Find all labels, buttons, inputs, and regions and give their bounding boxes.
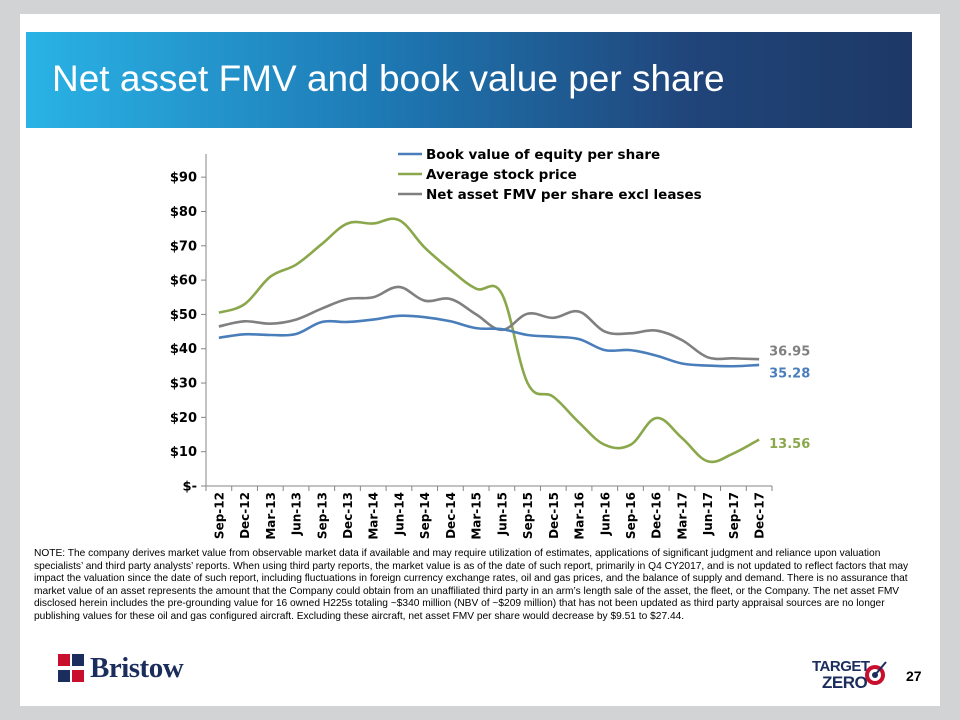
y-tick-label: $60 [170, 274, 197, 289]
x-tick-label: Mar-15 [470, 492, 484, 540]
x-tick-label: Dec-12 [238, 492, 252, 539]
y-tick-label: $20 [170, 411, 197, 426]
x-tick-label: Dec-15 [547, 492, 561, 539]
x-tick-label: Sep-14 [418, 492, 432, 539]
page-number: 27 [906, 668, 922, 684]
y-tick-label: $50 [170, 308, 197, 323]
target-zero-line1: TARGET [812, 658, 870, 675]
x-tick-label: Dec-17 [753, 492, 767, 539]
y-tick-label: $70 [170, 239, 197, 254]
line-chart: $- $10 $20 $30 $40 $50 $60 $70 $80 $90 Sep-12 Dec-1… [150, 140, 840, 545]
x-tick-label: Jun-13 [290, 492, 304, 536]
x-tick-label: Sep-12 [212, 492, 226, 539]
y-tick-label: $10 [170, 445, 197, 460]
bristow-logo-text: Bristow [90, 652, 184, 684]
y-tick-label: $90 [170, 171, 197, 186]
x-tick-label: Sep-16 [624, 492, 638, 539]
series-end-label: 13.56 [769, 437, 810, 452]
y-tick-label: $40 [170, 342, 197, 357]
legend-entry: Book value of equity per share [426, 147, 660, 163]
page-title: Net asset FMV and book value per share [52, 58, 725, 99]
bristow-logo: Bristow [56, 650, 196, 690]
series-end-label: 36.95 [769, 345, 810, 360]
series-line-1 [218, 314, 760, 368]
legend-entry: Net asset FMV per share excl leases [426, 187, 702, 203]
x-tick-label: Dec-16 [650, 492, 664, 539]
x-tick-label: Sep-15 [521, 492, 535, 539]
legend-entry: Average stock price [426, 167, 577, 183]
series-end-label: 35.28 [769, 366, 810, 381]
footnote: NOTE: The company derives market value f… [34, 548, 909, 622]
x-tick-label: Mar-17 [675, 492, 689, 540]
x-tick-label: Sep-13 [315, 492, 329, 539]
target-icon [865, 661, 887, 685]
x-tick-label: Mar-13 [264, 492, 278, 540]
target-zero-line2: ZERO [822, 673, 868, 692]
x-tick-label: Jun-17 [701, 492, 715, 536]
title-bar: Net asset FMV and book value per share [26, 32, 912, 128]
series-line-3 [218, 285, 760, 361]
x-tick-label: Dec-14 [444, 492, 458, 539]
x-tick-label: Jun-16 [598, 492, 612, 536]
y-tick-label: $- [183, 480, 197, 495]
x-tick-label: Jun-14 [392, 492, 406, 536]
bristow-mark-icon [56, 650, 86, 686]
x-tick-label: Dec-13 [341, 492, 355, 539]
x-tick-label: Mar-14 [367, 492, 381, 540]
slide-background [20, 14, 940, 706]
y-tick-label: $30 [170, 377, 197, 392]
y-tick-label: $80 [170, 205, 197, 220]
x-tick-label: Mar-16 [573, 492, 587, 540]
target-zero-logo: TARGET ZERO [812, 656, 892, 696]
x-tick-label: Jun-15 [495, 492, 509, 536]
series-line-2 [218, 217, 760, 464]
chart-svg: $- $10 $20 $30 $40 $50 $60 $70 $80 $90 Sep-12 Dec-1… [170, 147, 810, 540]
x-tick-label: Sep-17 [727, 492, 741, 539]
